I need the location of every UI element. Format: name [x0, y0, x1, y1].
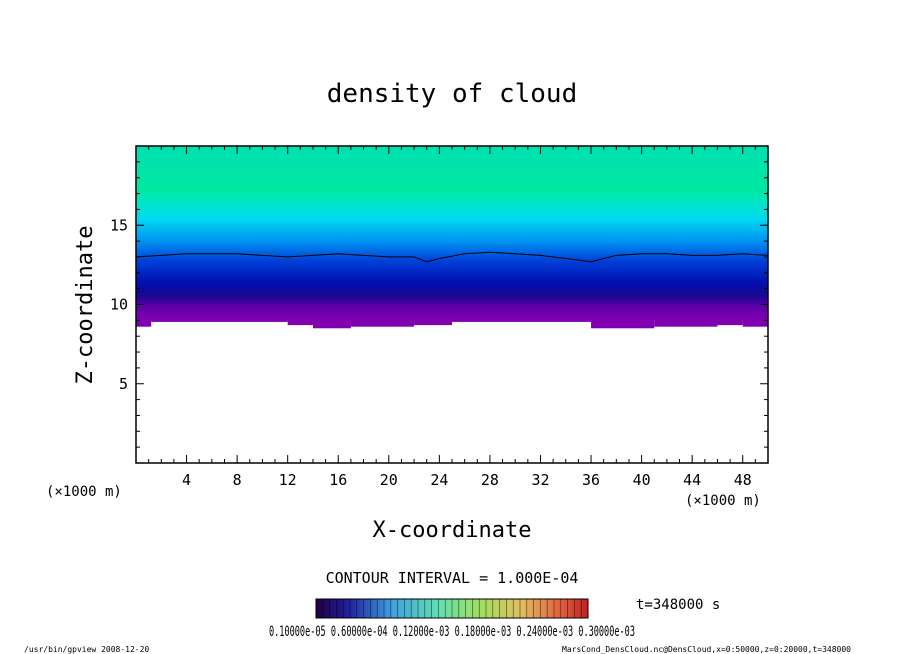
- x-tick-label: 12: [279, 471, 297, 489]
- y-tick-label: 15: [110, 216, 128, 234]
- y-unit-label: (×1000 m): [46, 484, 122, 500]
- chart-title: density of cloud: [327, 79, 577, 109]
- x-axis-label: X-coordinate: [373, 518, 532, 543]
- cloud-base-band: [452, 318, 592, 322]
- footer-left: /usr/bin/gpview 2008-12-20: [24, 645, 149, 654]
- cloud-base-band: [350, 318, 415, 327]
- colorbar-labels: 0.10000e-05 0.60000e-04 0.12000e-03 0.18…: [269, 624, 635, 640]
- x-tick-label: 8: [233, 471, 242, 489]
- x-tick-label: 36: [582, 471, 600, 489]
- time-label: t=348000 s: [636, 597, 720, 613]
- density-fill: [136, 146, 768, 321]
- cloud-base-band: [654, 318, 718, 327]
- contour-interval: CONTOUR INTERVAL = 1.000E-04: [326, 569, 579, 587]
- x-tick-label: 28: [481, 471, 499, 489]
- y-tick-label: 10: [110, 296, 128, 314]
- x-tick-label: 48: [734, 471, 752, 489]
- x-tick-label: 4: [182, 471, 191, 489]
- contour-line: [135, 251, 769, 263]
- x-tick-label: 24: [430, 471, 448, 489]
- cloud-base-band: [312, 318, 351, 329]
- x-tick-label: 40: [633, 471, 651, 489]
- colorbar-levels: [322, 599, 582, 618]
- cloud-base-band: [136, 318, 152, 327]
- cloud-base-band: [287, 318, 326, 326]
- axis-ticks: [136, 146, 768, 463]
- x-tick-label: 16: [329, 471, 347, 489]
- x-tick-label: 20: [380, 471, 398, 489]
- y-axis-label: Z-coordinate: [73, 226, 98, 385]
- cloud-base-band: [414, 318, 452, 326]
- x-tick-label: 32: [531, 471, 549, 489]
- footer-right: MarsCond_DensCloud.nc@DensCloud,x=0:5000…: [562, 645, 851, 654]
- cloud-base-band: [151, 318, 288, 322]
- density-field: [136, 146, 768, 329]
- x-unit-label: (×1000 m): [685, 493, 761, 509]
- cloud-base-band: [591, 318, 655, 329]
- cloud-base-band: [717, 318, 743, 326]
- cloud-base-band: [742, 318, 768, 327]
- x-tick-label: 44: [683, 471, 701, 489]
- contour-lines: [135, 251, 769, 263]
- y-tick-label: 5: [119, 375, 128, 393]
